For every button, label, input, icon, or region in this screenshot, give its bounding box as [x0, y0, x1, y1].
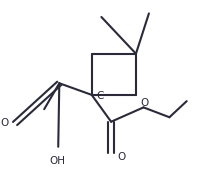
Text: C: C: [96, 91, 103, 101]
Text: OH: OH: [49, 156, 65, 166]
Text: O: O: [118, 152, 126, 162]
Text: O: O: [140, 98, 149, 108]
Text: O: O: [1, 118, 9, 128]
